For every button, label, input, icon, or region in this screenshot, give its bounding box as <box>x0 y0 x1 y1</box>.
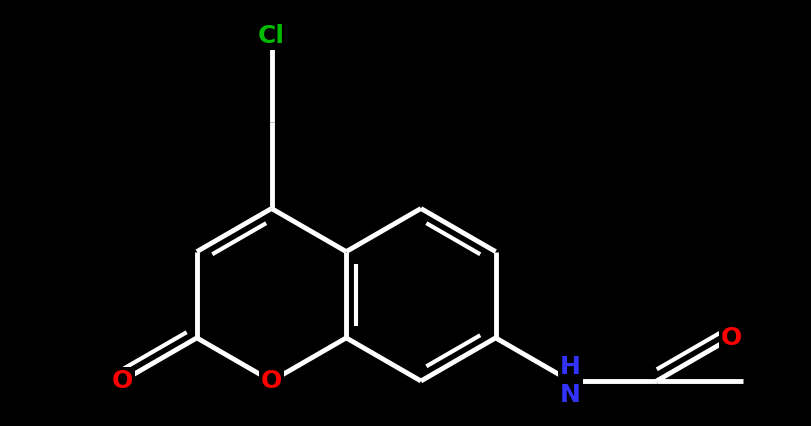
Text: H
N: H N <box>560 355 580 407</box>
Text: Cl: Cl <box>258 24 285 48</box>
Text: O: O <box>260 369 282 393</box>
Text: O: O <box>111 369 133 393</box>
Text: O: O <box>720 326 741 350</box>
